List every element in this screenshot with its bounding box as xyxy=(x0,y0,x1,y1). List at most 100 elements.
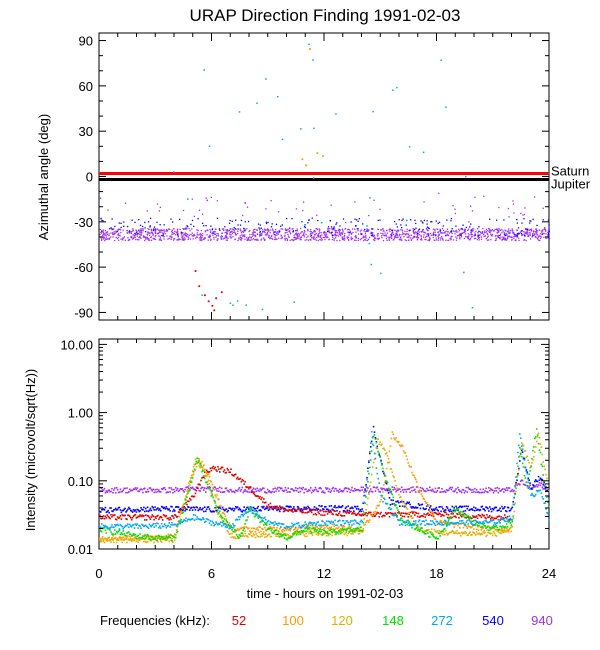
intensity-point xyxy=(297,531,300,534)
azimuth-point xyxy=(512,203,515,205)
azimuth-point xyxy=(134,236,136,238)
intensity-point xyxy=(180,521,183,524)
intensity-point xyxy=(166,537,169,539)
intensity-point xyxy=(306,535,308,538)
intensity-point xyxy=(272,532,275,534)
intensity-point xyxy=(401,515,404,518)
azimuth-point xyxy=(130,231,132,233)
azimuth-point xyxy=(461,232,464,234)
azimuth-point xyxy=(284,239,286,241)
azimuth-point xyxy=(343,236,345,238)
intensity-point xyxy=(381,443,383,445)
intensity-point xyxy=(203,464,205,466)
azimuth-point xyxy=(112,228,114,230)
intensity-point xyxy=(113,541,115,544)
intensity-point xyxy=(541,453,544,456)
intensity-point xyxy=(369,513,372,516)
intensity-point xyxy=(99,525,101,528)
intensity-point xyxy=(334,487,336,490)
intensity-point xyxy=(161,519,164,521)
intensity-point xyxy=(211,520,214,523)
azimuth-point xyxy=(349,232,351,234)
azimuth-point xyxy=(111,218,113,220)
intensity-point xyxy=(382,500,384,503)
azimuth-point xyxy=(436,228,439,230)
azimuth-point xyxy=(286,229,288,231)
azimuth-point xyxy=(350,238,353,241)
intensity-point xyxy=(263,505,265,508)
intensity-point xyxy=(415,507,418,509)
azimuth-point xyxy=(217,235,219,237)
azimuth-point xyxy=(200,237,202,239)
intensity-point xyxy=(519,455,521,457)
intensity-point xyxy=(159,490,161,493)
azimuth-point xyxy=(259,228,261,230)
intensity-point xyxy=(486,490,488,493)
intensity-point xyxy=(417,489,420,492)
azimuth-point xyxy=(523,239,525,241)
azimuth-point xyxy=(451,230,453,232)
intensity-point xyxy=(308,511,310,513)
intensity-point xyxy=(399,496,402,498)
azimuth-point xyxy=(237,224,239,226)
azimuth-point xyxy=(484,232,486,234)
intensity-point xyxy=(136,538,139,541)
intensity-point xyxy=(375,441,378,444)
azimuth-point xyxy=(173,171,175,173)
intensity-point xyxy=(385,467,388,470)
intensity-point xyxy=(159,515,162,518)
azimuth-point xyxy=(291,228,293,230)
azimuth-point xyxy=(342,229,344,231)
intensity-point xyxy=(402,512,405,515)
intensity-point xyxy=(249,533,251,536)
intensity-point xyxy=(151,536,154,539)
intensity-point xyxy=(346,509,349,512)
intensity-point xyxy=(405,502,408,505)
intensity-point xyxy=(423,513,425,515)
intensity-point xyxy=(471,533,473,536)
intensity-point xyxy=(396,515,398,517)
intensity-point xyxy=(242,529,245,532)
intensity-point xyxy=(242,526,245,529)
azimuth-point xyxy=(284,229,287,231)
intensity-point xyxy=(486,529,488,531)
intensity-point xyxy=(369,466,371,469)
intensity-point xyxy=(323,531,325,534)
azimuth-point xyxy=(416,233,418,235)
azimuth-point xyxy=(427,239,429,241)
azimuth-point xyxy=(181,236,183,238)
intensity-point xyxy=(384,479,387,482)
azimuth-point xyxy=(460,234,462,236)
intensity-point xyxy=(517,474,519,477)
intensity-point xyxy=(253,534,256,536)
azimuth-point xyxy=(494,228,496,231)
azimuth-point xyxy=(467,237,470,240)
intensity-point xyxy=(368,511,370,514)
intensity-point xyxy=(442,491,444,493)
azimuth-point xyxy=(312,237,314,239)
intensity-point xyxy=(343,533,346,536)
azimuth-point xyxy=(525,232,527,234)
intensity-point xyxy=(258,509,260,512)
intensity-point xyxy=(184,488,186,491)
intensity-point xyxy=(362,522,365,524)
azimuth-point xyxy=(261,308,264,311)
azimuth-point xyxy=(135,233,137,235)
intensity-point xyxy=(247,491,249,493)
intensity-point xyxy=(135,537,138,540)
intensity-point xyxy=(231,532,233,535)
intensity-point xyxy=(273,531,275,533)
azimuth-point xyxy=(407,235,410,237)
azimuth-point xyxy=(118,222,120,224)
azimuth-point xyxy=(524,231,526,233)
azimuth-point xyxy=(212,232,214,234)
intensity-point xyxy=(286,491,289,493)
azimuth-point xyxy=(372,110,374,113)
azimuth-point xyxy=(246,239,249,241)
intensity-point xyxy=(418,516,421,518)
azimuth-point xyxy=(141,230,143,232)
intensity-point xyxy=(327,490,330,493)
azimuth-point xyxy=(104,230,107,232)
intensity-point xyxy=(436,513,439,515)
intensity-point xyxy=(363,524,365,526)
